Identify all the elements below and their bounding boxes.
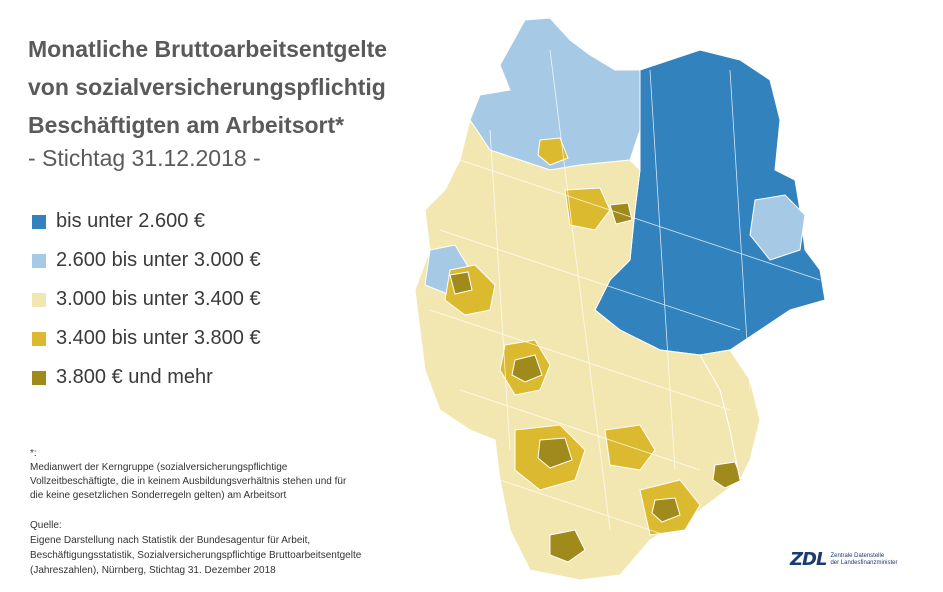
zdl-logo-mark: ZDL [790,549,827,570]
map-region-east-lightblue [749,194,806,261]
map-region-bavaria-east [699,349,761,482]
title-line-2: von sozialversicherungspflichtig [28,74,386,100]
footnote-line-3: die keine gesetzlichen Sonderregeln gelt… [30,490,287,501]
map-subtitle: - Stichtag 31.12.2018 - [28,145,261,171]
source-line-1: Eigene Darstellung nach Statistik der Bu… [30,535,311,546]
legend-item-class-4: 3.400 bis unter 3.800 € [32,319,261,358]
germany-district-map [414,17,826,581]
source-note: Quelle: Eigene Darstellung nach Statisti… [30,518,430,578]
legend-label-class-5: 3.800 € und mehr [56,366,213,388]
map-region-nuremberg [604,424,656,471]
legend-label-class-1: bis unter 2.600 € [56,210,205,232]
legend-item-class-1: bis unter 2.600 € [32,202,261,241]
legend-swatch-class-5 [32,370,46,385]
legend-item-class-3: 3.000 bis unter 3.400 € [32,280,261,319]
map-region-ludwigshafen [449,271,473,295]
footnote-line-1: Medianwert der Kerngruppe (sozialversich… [30,462,288,473]
legend-swatch-class-4 [32,331,46,346]
legend-swatch-class-2 [32,253,46,268]
legend-label-class-3: 3.000 bis unter 3.400 € [56,288,261,310]
map-region-upper-rhine [549,529,586,563]
district-borders [429,49,821,541]
map-region-stuttgart-core [537,437,573,469]
map-title: Monatliche Bruttoarbeitsentgelte von soz… [28,30,387,144]
legend-item-class-5: 3.800 € und mehr [32,358,261,397]
source-line-2: Beschäftigungsstatistik, Sozialversicher… [30,550,362,561]
legend-label-class-2: 2.600 bis unter 3.000 € [56,249,261,271]
map-region-bremen [537,137,569,166]
zdl-logo-text: Zentrale Datenstelle der Landesfinanzmin… [830,553,897,567]
zdl-logo-line-2: der Landesfinanzminister [830,559,898,566]
legend: bis unter 2.600 € 2.600 bis unter 3.000 … [32,202,261,397]
legend-swatch-class-1 [32,214,46,229]
legend-swatch-class-3 [32,292,46,307]
map-region-ingolstadt [712,461,743,489]
source-line-3: (Jahreszahlen), Nürnberg, Stichtag 31. D… [30,565,276,576]
footnote-marker: *: [30,448,37,459]
map-region-munich-core [651,497,681,523]
legend-label-class-4: 3.400 bis unter 3.800 € [56,327,261,349]
map-region-frankfurt [511,354,543,383]
zdl-logo-line-1: Zentrale Datenstelle [830,552,885,559]
legend-item-class-2: 2.600 bis unter 3.000 € [32,241,261,280]
zdl-logo: ZDL Zentrale Datenstelle der Landesfinan… [790,549,898,570]
title-line-1: Monatliche Bruttoarbeitsentgelte [28,36,388,62]
source-heading: Quelle: [30,520,62,531]
footnote-line-2: Vollzeitbeschäftigte, die in keinem Ausb… [30,476,347,487]
footnote: *: Medianwert der Kerngruppe (sozialvers… [30,447,410,503]
title-line-3: Beschäftigten am Arbeitsort* [28,112,345,138]
